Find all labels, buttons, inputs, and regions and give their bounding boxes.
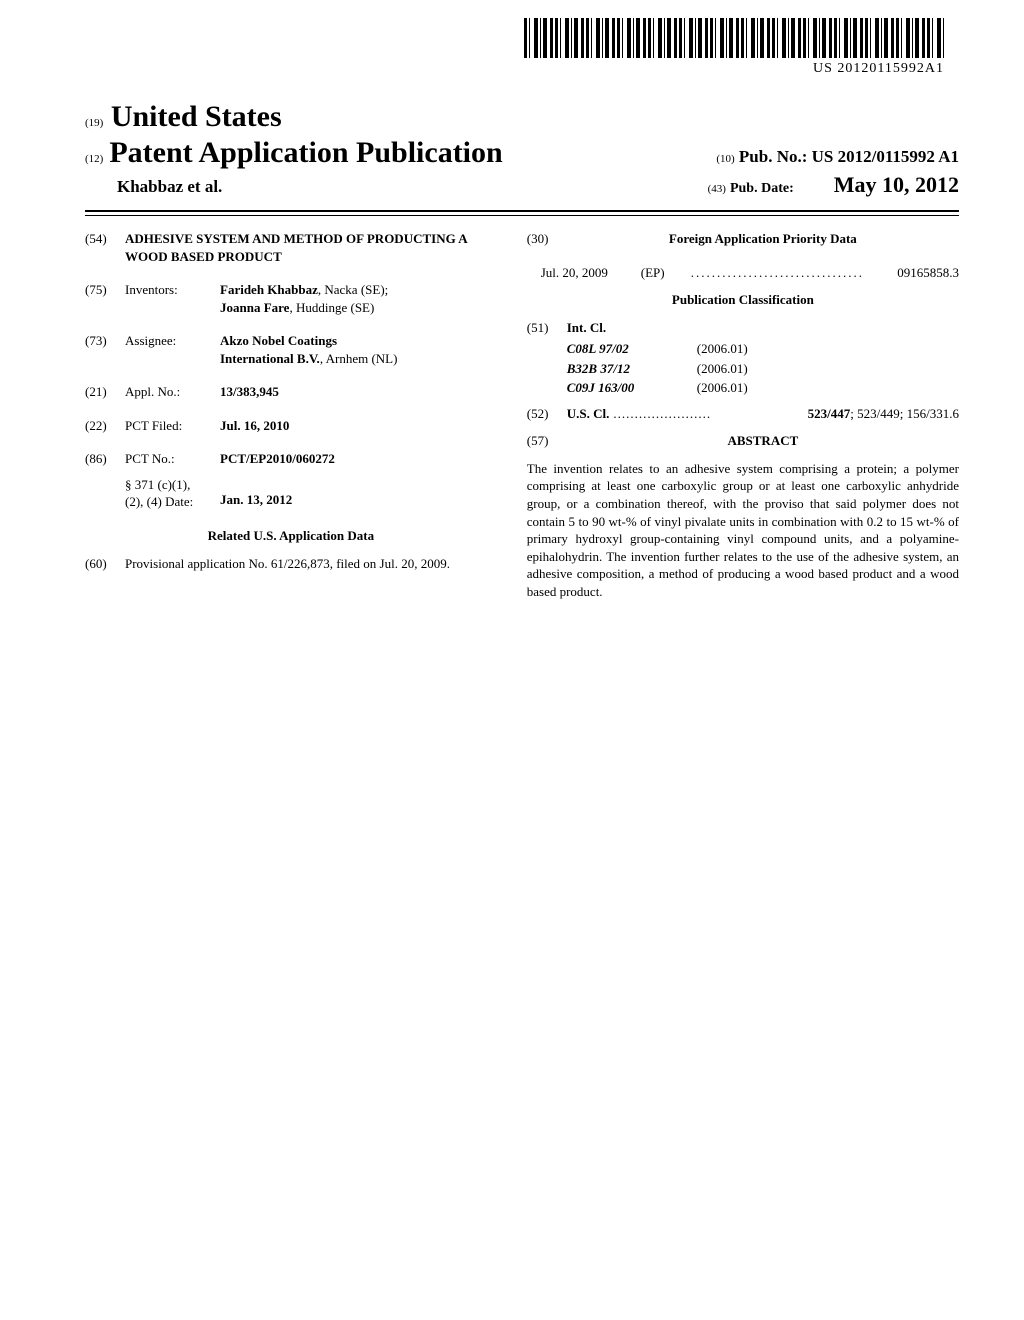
field-provisional: (60) Provisional application No. 61/226,…	[85, 555, 497, 573]
intcl-row-1: B32B 37/12 (2006.01)	[541, 360, 959, 378]
code-43: (43)	[708, 183, 726, 195]
inventors-value: Farideh Khabbaz, Nacka (SE);Joanna Fare,…	[220, 281, 497, 316]
pub-date-block: (43) Pub. Date: May 10, 2012	[708, 172, 959, 198]
pctfiled-label: PCT Filed:	[125, 417, 220, 435]
intcl-code-1: B32B 37/12	[567, 360, 697, 378]
uscl-label: U.S. Cl.	[567, 405, 610, 423]
rule-thick	[85, 210, 959, 212]
abstract-text: The invention relates to an adhesive sys…	[527, 460, 959, 600]
pctno-value: PCT/EP2010/060272	[220, 450, 497, 468]
code-12: (12)	[85, 153, 103, 165]
applno-value: 13/383,945	[220, 383, 497, 401]
foreign-heading: Foreign Application Priority Data	[567, 230, 959, 248]
field-title: (54) ADHESIVE SYSTEM AND METHOD OF PRODU…	[85, 230, 497, 265]
intcl-code-2: C09J 163/00	[567, 379, 697, 397]
code-54: (54)	[85, 230, 125, 265]
foreign-cc: (EP)	[641, 264, 691, 282]
title-text: ADHESIVE SYSTEM AND METHOD OF PRODUCTING…	[125, 230, 497, 265]
foreign-dots: .................................	[691, 264, 864, 282]
field-assignee: (73) Assignee: Akzo Nobel CoatingsIntern…	[85, 332, 497, 367]
abstract-heading-row: (57) ABSTRACT	[527, 432, 959, 456]
code-60: (60)	[85, 555, 125, 573]
header-line-3: Khabbaz et al. (43) Pub. Date: May 10, 2…	[85, 172, 959, 198]
barcode-block: US 20120115992A1	[514, 18, 944, 77]
pctfiled-value: Jul. 16, 2010	[220, 417, 497, 435]
code-73: (73)	[85, 332, 125, 367]
pubno-value: US 2012/0115992 A1	[812, 147, 959, 166]
intcl-label: Int. Cl.	[567, 319, 606, 337]
code-86: (86)	[85, 450, 125, 468]
intcl-year-1: (2006.01)	[697, 360, 748, 378]
left-column: (54) ADHESIVE SYSTEM AND METHOD OF PRODU…	[85, 230, 497, 600]
foreign-priority-row: Jul. 20, 2009 (EP) .....................…	[541, 264, 959, 282]
code-57: (57)	[527, 432, 567, 456]
uscl-values: 523/447; 523/449; 156/331.6	[808, 405, 959, 423]
header-line-1: (19) United States	[85, 100, 959, 134]
code-19: (19)	[85, 117, 103, 129]
header: (19) United States (12) Patent Applicati…	[85, 100, 959, 204]
code-22: (22)	[85, 417, 125, 435]
authors: Khabbaz et al.	[117, 177, 222, 197]
assignee-label: Assignee:	[125, 332, 220, 367]
two-column-body: (54) ADHESIVE SYSTEM AND METHOD OF PRODU…	[85, 230, 959, 600]
header-line-2: (12) Patent Application Publication (10)…	[85, 136, 959, 170]
foreign-date: Jul. 20, 2009	[541, 264, 641, 282]
barcode-number: US 20120115992A1	[514, 61, 944, 77]
applno-label: Appl. No.:	[125, 383, 220, 401]
pubno-label: Pub. No.:	[739, 147, 807, 166]
assignee-value: Akzo Nobel CoatingsInternational B.V., A…	[220, 332, 497, 367]
inventors-label: Inventors:	[125, 281, 220, 316]
doc-type: Patent Application Publication	[109, 136, 502, 170]
field-pctfiled: (22) PCT Filed: Jul. 16, 2010	[85, 417, 497, 435]
s371-value: Jan. 13, 2012	[220, 476, 497, 511]
code-30: (30)	[527, 230, 567, 258]
intcl-year-0: (2006.01)	[697, 340, 748, 358]
country-name: United States	[111, 100, 282, 133]
provisional-value: Provisional application No. 61/226,873, …	[125, 555, 497, 573]
code-51: (51)	[527, 319, 567, 337]
related-heading: Related U.S. Application Data	[85, 527, 497, 545]
intcl-code-0: C08L 97/02	[567, 340, 697, 358]
page-content: (19) United States (12) Patent Applicati…	[0, 0, 1024, 600]
code-21: (21)	[85, 383, 125, 401]
foreign-heading-row: (30) Foreign Application Priority Data	[527, 230, 959, 258]
field-applno: (21) Appl. No.: 13/383,945	[85, 383, 497, 401]
intcl-header: (51) Int. Cl.	[527, 319, 959, 337]
pubdate-value: May 10, 2012	[834, 172, 959, 197]
code-75: (75)	[85, 281, 125, 316]
uscl-row: (52) U.S. Cl. ....................... 52…	[527, 405, 959, 423]
pub-no-block: (10) Pub. No.: US 2012/0115992 A1	[716, 147, 959, 167]
rule-thin	[85, 215, 959, 216]
intcl-row-0: C08L 97/02 (2006.01)	[541, 340, 959, 358]
header-left: (12) Patent Application Publication	[85, 136, 503, 170]
field-pctno: (86) PCT No.: PCT/EP2010/060272	[85, 450, 497, 468]
pctno-label: PCT No.:	[125, 450, 220, 468]
pubdate-label: Pub. Date:	[730, 181, 794, 196]
field-inventors: (75) Inventors: Farideh Khabbaz, Nacka (…	[85, 281, 497, 316]
s371-label: § 371 (c)(1), (2), (4) Date:	[125, 476, 220, 511]
intcl-row-2: C09J 163/00 (2006.01)	[541, 379, 959, 397]
abstract-heading: ABSTRACT	[567, 432, 959, 450]
barcode-graphic	[524, 18, 944, 58]
intcl-year-2: (2006.01)	[697, 379, 748, 397]
code-52: (52)	[527, 405, 567, 423]
foreign-num: 09165858.3	[864, 264, 959, 282]
pubclass-heading: Publication Classification	[527, 291, 959, 309]
uscl-dots: .......................	[613, 405, 803, 423]
right-column: (30) Foreign Application Priority Data J…	[527, 230, 959, 600]
code-10: (10)	[716, 153, 734, 165]
field-s371: § 371 (c)(1), (2), (4) Date: Jan. 13, 20…	[85, 476, 497, 511]
s371-spacer	[85, 476, 125, 511]
